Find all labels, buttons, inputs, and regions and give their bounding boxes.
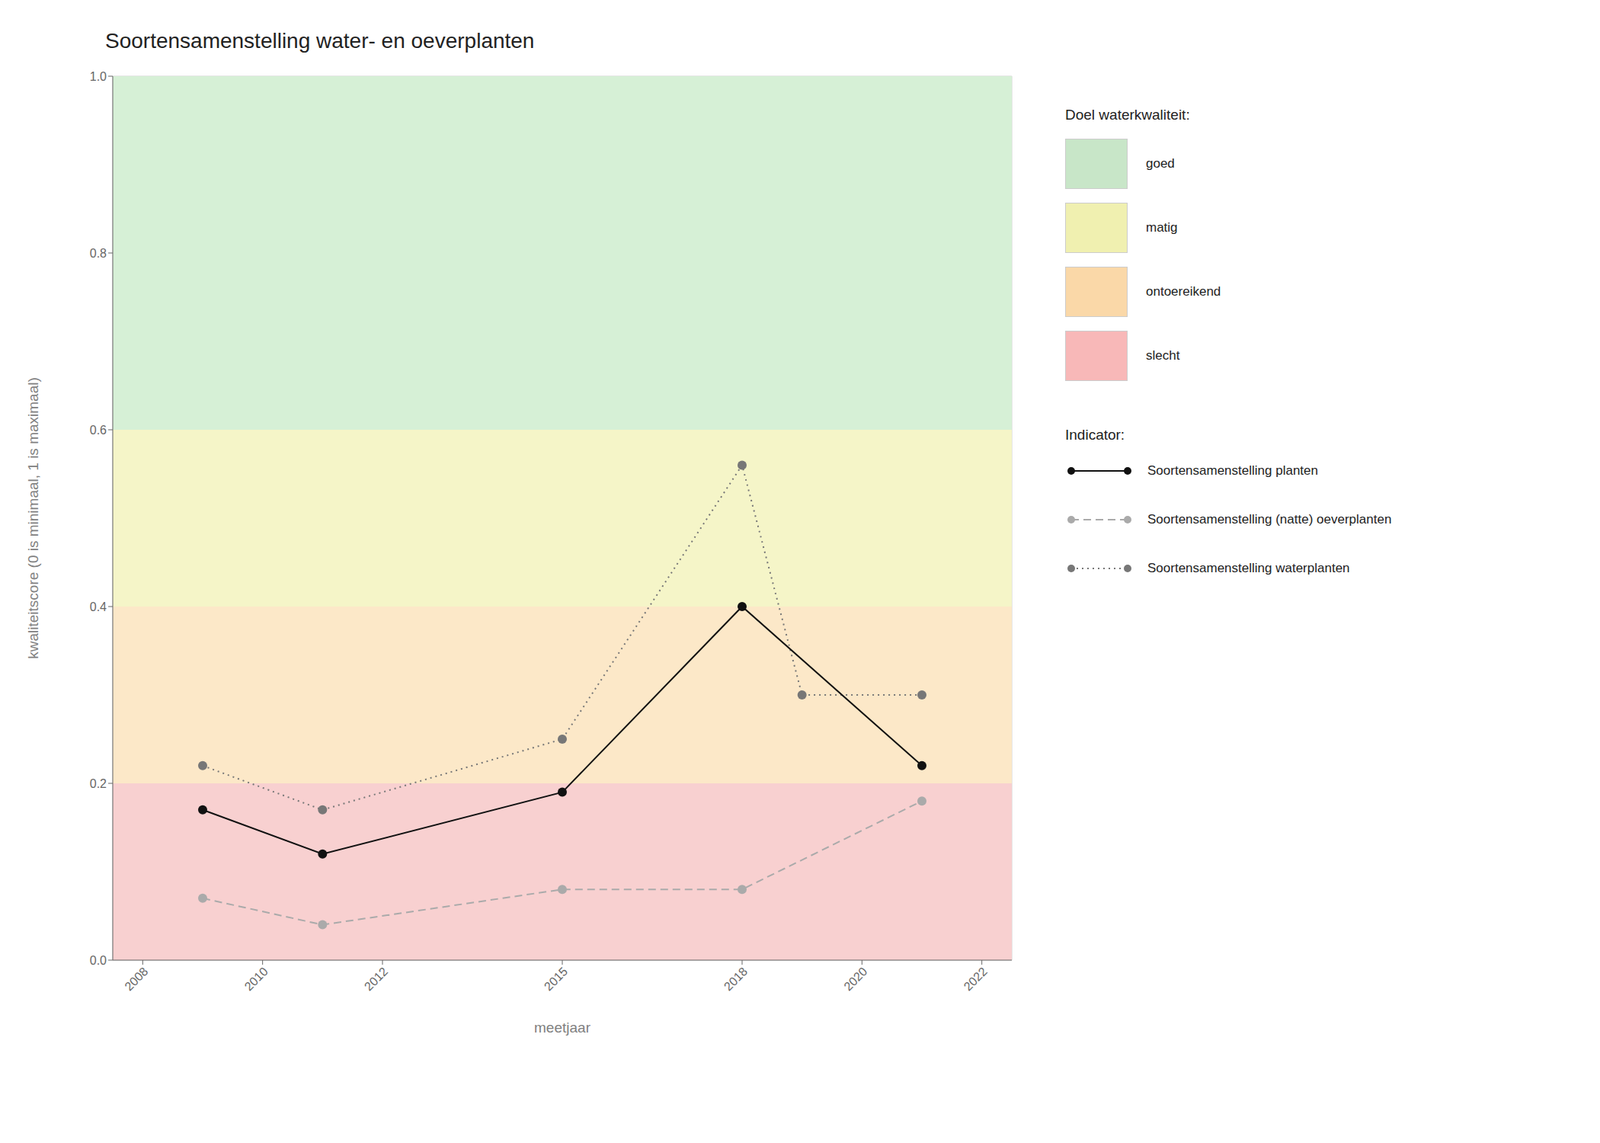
svg-text:0.6: 0.6: [89, 423, 107, 437]
html-text:ontoereikend: ontoereikend: [1145, 284, 1221, 299]
html-text:matig: matig: [1145, 220, 1178, 235]
html-text:Doel waterkwaliteit:: Doel waterkwaliteit:: [1065, 106, 1190, 123]
html-text:Soortensamenstelling (natte) o: Soortensamenstelling (natte) oeverplante…: [1147, 512, 1392, 527]
svg-text:1.0: 1.0: [89, 70, 107, 84]
svg-text:0.0: 0.0: [89, 953, 107, 967]
svg-text:2015: 2015: [541, 964, 570, 993]
svg-text:kwaliteitscore (0 is minimaal,: kwaliteitscore (0 is minimaal, 1 is maxi…: [25, 377, 42, 660]
svg-text:meetjaar: meetjaar: [534, 1019, 592, 1036]
svg-text:2020: 2020: [841, 964, 870, 993]
svg-text:2022: 2022: [961, 964, 990, 993]
svg-text:0.2: 0.2: [89, 777, 107, 791]
html-text:Soortensamenstelling planten: Soortensamenstelling planten: [1147, 463, 1319, 478]
html-text:goed: goed: [1145, 156, 1175, 171]
svg-text:2010: 2010: [242, 964, 271, 993]
svg-text:2018: 2018: [721, 964, 750, 993]
html-text:Soortensamenstelling water- en: Soortensamenstelling water- en oeverplan…: [105, 28, 535, 53]
svg-text:2012: 2012: [361, 964, 391, 993]
html-text:slecht: slecht: [1145, 348, 1180, 363]
svg-text:2008: 2008: [121, 964, 151, 993]
svg-text:0.8: 0.8: [89, 246, 107, 260]
html-text:Soortensamenstelling waterplan: Soortensamenstelling waterplanten: [1147, 560, 1350, 576]
html-text:Indicator:: Indicator:: [1065, 426, 1125, 443]
svg-text:0.4: 0.4: [89, 600, 107, 614]
